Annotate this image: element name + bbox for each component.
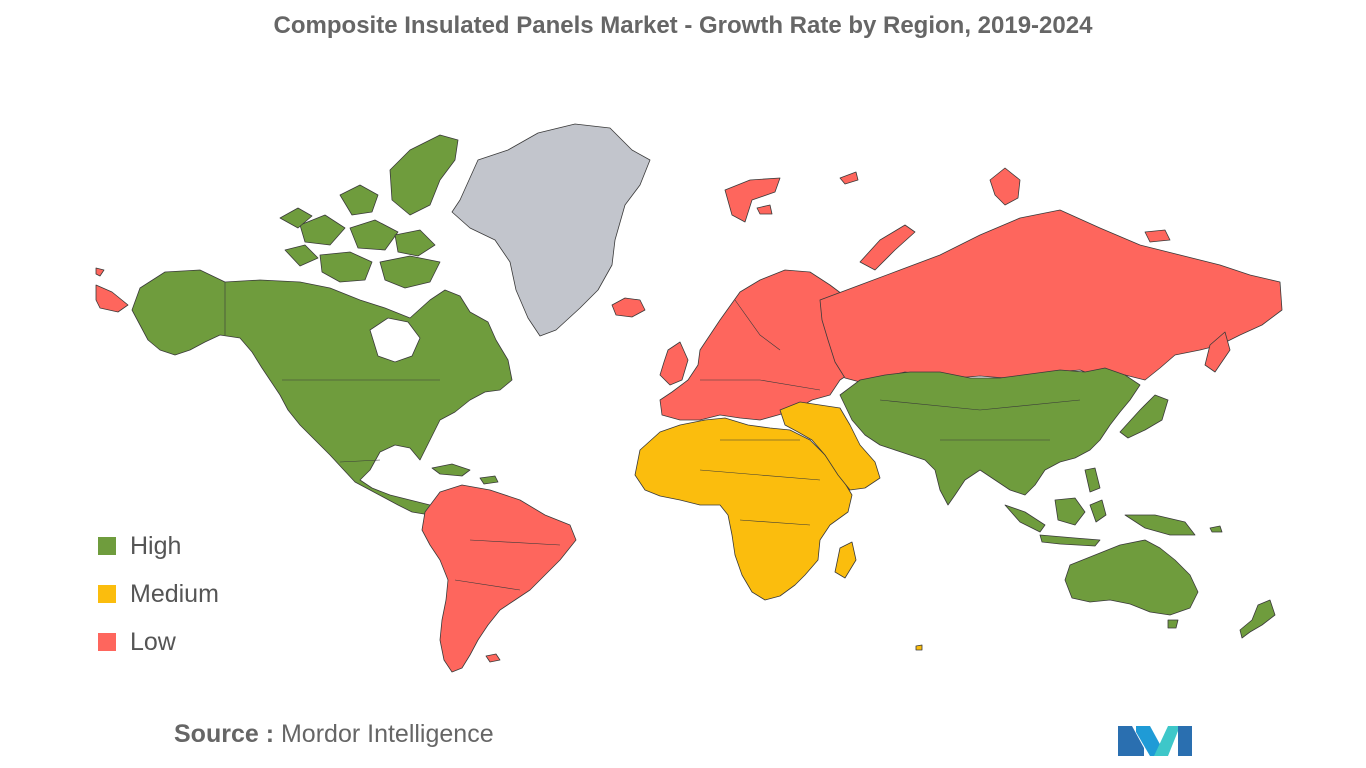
north-america-region bbox=[131, 269, 513, 521]
source-value: Mordor Intelligence bbox=[280, 720, 494, 748]
indonesia-2 bbox=[1039, 534, 1101, 547]
small-island-medium bbox=[915, 644, 923, 651]
new-siberian bbox=[1144, 229, 1171, 243]
uk-ireland bbox=[659, 341, 689, 386]
legend-swatch-high bbox=[98, 537, 116, 555]
new-zealand bbox=[1239, 599, 1276, 639]
falklands bbox=[485, 653, 501, 663]
arctic-islands-6 bbox=[284, 244, 319, 267]
philippines bbox=[1084, 467, 1101, 493]
arctic-islands-2 bbox=[339, 184, 379, 216]
legend-label-low: Low bbox=[130, 627, 176, 656]
arctic-islands-3 bbox=[299, 214, 346, 246]
iceland-region bbox=[611, 297, 646, 318]
new-guinea bbox=[1124, 514, 1196, 536]
source-line: Source : Mordor Intelligence bbox=[174, 720, 494, 749]
africa-region bbox=[634, 417, 853, 601]
franz-josef bbox=[839, 171, 859, 185]
arctic-islands-9 bbox=[279, 207, 313, 229]
border-lines bbox=[224, 282, 1081, 591]
japan bbox=[1119, 394, 1169, 439]
arctic-islands-7 bbox=[319, 251, 373, 283]
arctic-islands-1 bbox=[389, 134, 459, 216]
svalbard bbox=[724, 177, 781, 223]
sulawesi bbox=[1089, 499, 1107, 523]
madagascar bbox=[834, 541, 857, 579]
middle-east-region bbox=[779, 401, 881, 491]
greenland-region bbox=[451, 123, 651, 337]
caribbean-islands bbox=[431, 463, 471, 477]
legend-swatch-low bbox=[98, 633, 116, 651]
legend-item-low: Low bbox=[98, 618, 219, 666]
asia-region bbox=[839, 367, 1141, 506]
legend-label-medium: Medium bbox=[130, 579, 219, 608]
arctic-islands-4 bbox=[349, 219, 399, 251]
alaska-tip bbox=[95, 284, 129, 313]
legend-item-high: High bbox=[98, 522, 219, 570]
alaska-tip-2 bbox=[95, 267, 105, 277]
svalbard-2 bbox=[756, 204, 773, 215]
chart-title: Composite Insulated Panels Market - Grow… bbox=[273, 12, 1093, 39]
tasmania bbox=[1167, 619, 1179, 629]
legend-swatch-medium bbox=[98, 585, 116, 603]
australia bbox=[1064, 539, 1199, 616]
legend-label-high: High bbox=[130, 531, 182, 560]
arctic-islands-8 bbox=[379, 255, 441, 289]
south-america-region bbox=[421, 484, 577, 673]
legend-item-medium: Medium bbox=[98, 570, 219, 618]
borneo bbox=[1054, 497, 1086, 526]
legend: High Medium Low bbox=[98, 522, 219, 666]
hudson-bay bbox=[369, 317, 421, 363]
mordor-intelligence-logo-icon bbox=[1118, 726, 1192, 756]
kamchatka bbox=[1204, 331, 1231, 373]
severnaya bbox=[989, 167, 1021, 206]
indonesia-1 bbox=[1004, 504, 1046, 533]
source-key: Source : bbox=[174, 720, 275, 748]
caribbean-islands-2 bbox=[479, 475, 499, 485]
arctic-islands-5 bbox=[394, 229, 436, 257]
novaya-zemlya bbox=[859, 224, 916, 271]
pacific-islands bbox=[1209, 525, 1223, 533]
